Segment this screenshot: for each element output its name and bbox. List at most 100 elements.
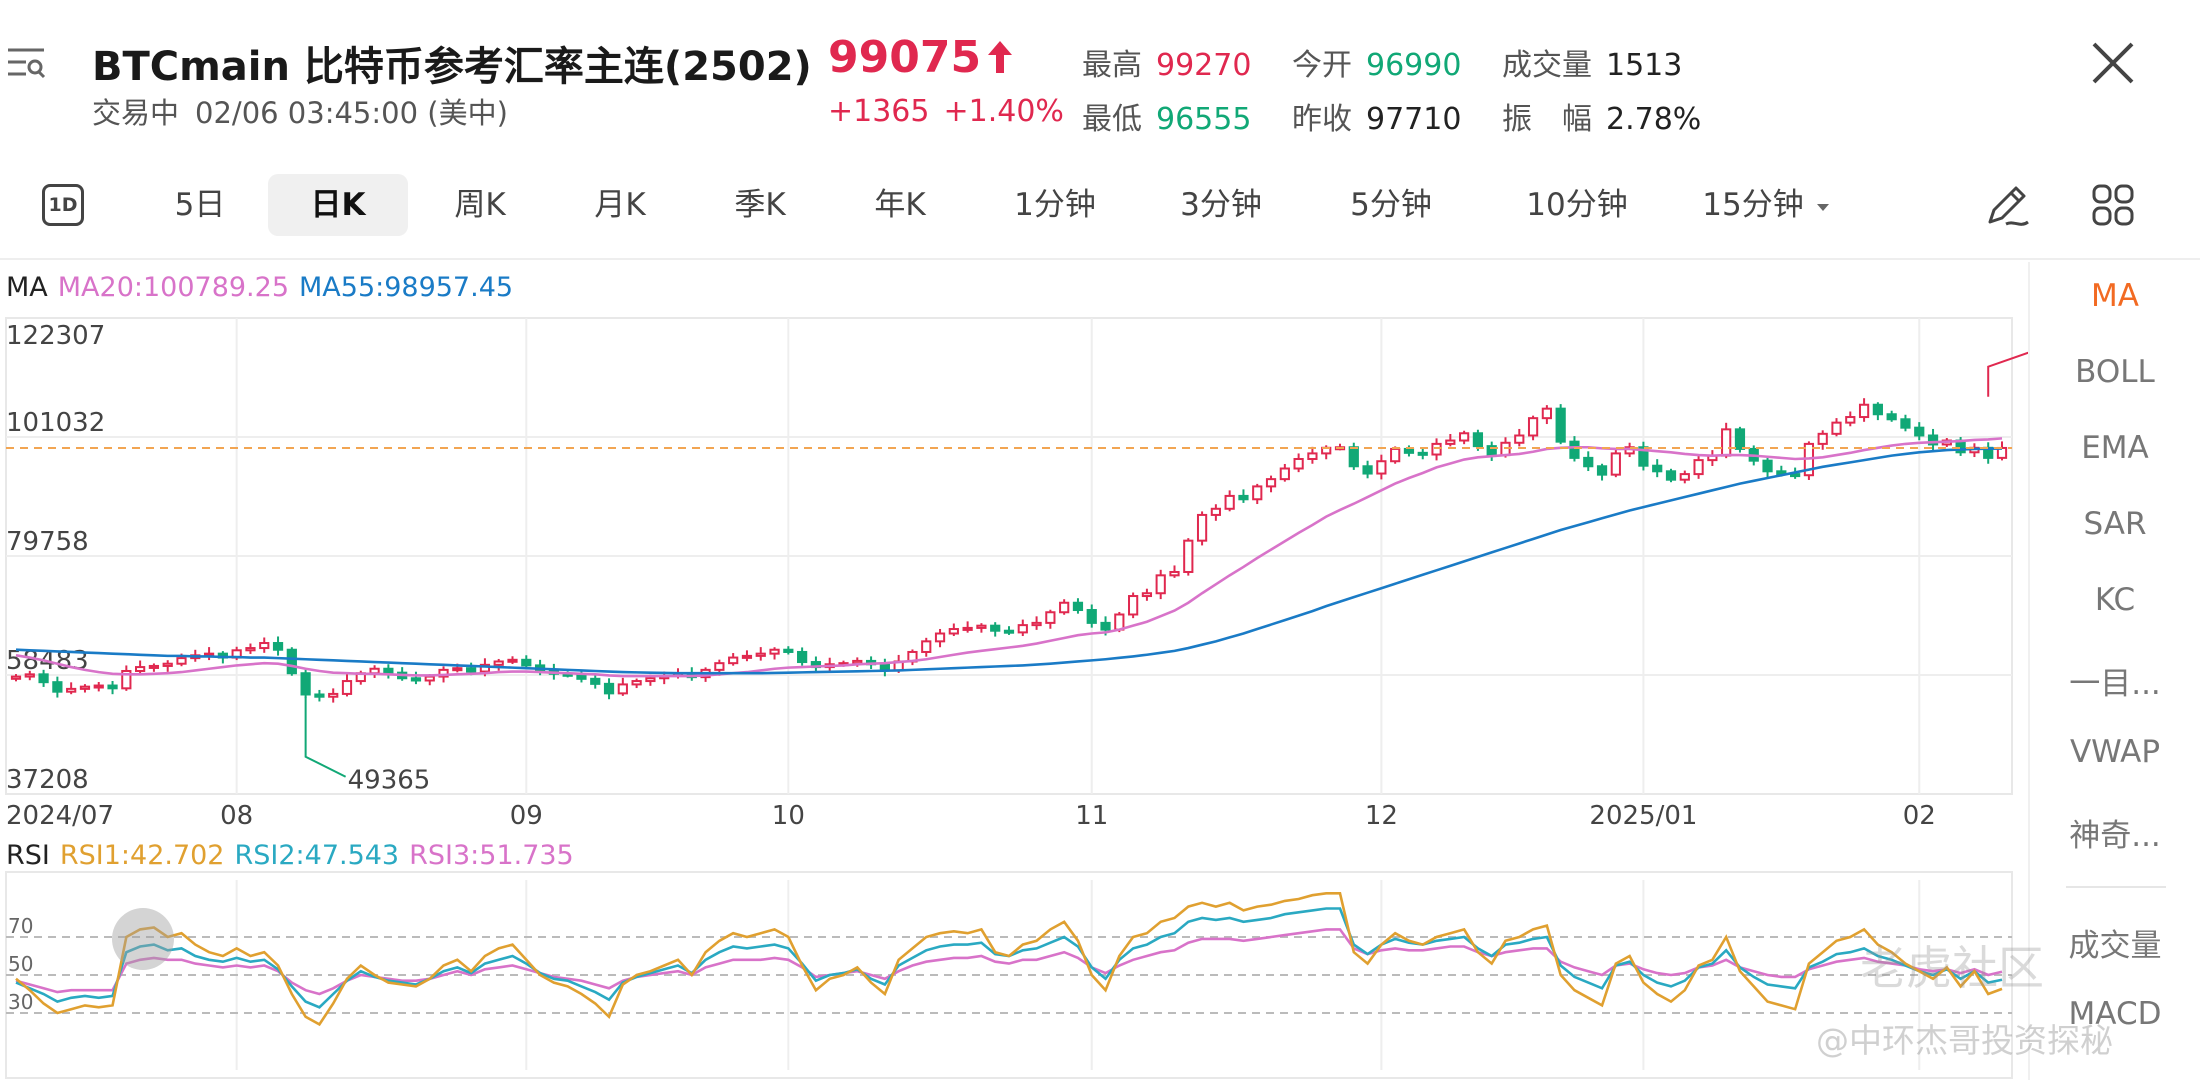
stat-open: 今开 96990 (1292, 40, 1461, 84)
candle-down (1417, 451, 1428, 456)
candle-up (1196, 513, 1208, 542)
x-tick-label: 2025/01 (1589, 801, 1697, 831)
stat-value: 1513 (1606, 48, 1683, 83)
candle-up (259, 642, 270, 650)
indicator-sar[interactable]: SAR (2083, 506, 2147, 542)
candle-down (1003, 629, 1015, 634)
candle-up (438, 668, 449, 678)
candle-up (948, 628, 959, 635)
tab-weekly-k[interactable]: 周K (454, 187, 506, 223)
pencil-draw-icon[interactable] (1980, 178, 2034, 232)
candle-up (921, 640, 932, 653)
candle-up (1293, 457, 1304, 470)
tab-monthly-k[interactable]: 月K (594, 187, 646, 223)
tab-yearly-k[interactable]: 年K (874, 187, 926, 223)
stat-label: 昨收 (1292, 102, 1352, 137)
indicator-magic[interactable]: 神奇... (2069, 818, 2161, 854)
candle-up (1679, 473, 1690, 481)
tab-5min[interactable]: 5分钟 (1350, 187, 1432, 223)
indicator-ema[interactable]: EMA (2081, 430, 2149, 466)
intraday-1d-icon[interactable]: 1D (42, 184, 84, 226)
candle-down (1100, 621, 1111, 631)
candle-up (493, 660, 504, 666)
close-icon[interactable] (2088, 38, 2138, 88)
indicator-volume[interactable]: 成交量 (2068, 928, 2162, 964)
indicator-macd[interactable]: MACD (2068, 996, 2162, 1032)
candle-up (852, 659, 863, 665)
candle-up (66, 687, 77, 693)
tab-3min[interactable]: 3分钟 (1180, 187, 1262, 223)
candle-down (286, 648, 297, 675)
low-annotation-leader (304, 696, 347, 778)
rsi-level-label: 70 (8, 914, 33, 938)
rsi-level-label: 50 (8, 952, 33, 976)
stat-amplitude: 振 幅 2.78% (1502, 94, 1701, 138)
candle-down (1472, 432, 1484, 448)
tab-5d[interactable]: 5日 (174, 187, 226, 223)
candle-down (1348, 446, 1359, 468)
stat-label: 最高 (1082, 48, 1142, 83)
candle-up (135, 666, 146, 672)
sidebar-divider (2066, 886, 2166, 888)
candle-up (424, 675, 435, 682)
grid-layout-icon[interactable] (2086, 178, 2140, 232)
menu-list-icon[interactable] (4, 42, 48, 82)
candle-up (1390, 447, 1401, 463)
candle-down (1638, 446, 1649, 467)
candle-down (1238, 494, 1249, 501)
tab-daily-k[interactable]: 日K (268, 174, 408, 236)
tab-1min[interactable]: 1分钟 (1014, 187, 1096, 223)
rsi-level-label: 30 (8, 990, 33, 1014)
candle-up (1541, 407, 1552, 420)
price-change: +1365 +1.40% (828, 94, 1078, 129)
ma55-value: MA55:98957.45 (299, 272, 514, 303)
candle-up (962, 626, 973, 631)
candle-up (769, 648, 780, 655)
stat-volume: 成交量 1513 (1502, 40, 1682, 84)
candle-up (1514, 434, 1525, 444)
candle-up (617, 683, 628, 695)
low-annotation-label: 49365 (348, 766, 431, 796)
last-price-value: 99075 (828, 32, 982, 83)
candle-down (1734, 428, 1746, 450)
watermark-author: @中环杰哥投资探秘 (1816, 1021, 2113, 1060)
candle-down (1762, 459, 1773, 473)
candle-down (38, 673, 49, 684)
y-tick-label: 37208 (6, 765, 89, 795)
candle-down (1555, 407, 1566, 443)
quote-datetime: 02/06 03:45:00 (美中) (195, 96, 508, 130)
high-annotation-leader (1987, 351, 2028, 397)
tab-10min[interactable]: 10分钟 (1526, 187, 1628, 223)
x-tick-label: 10 (772, 801, 805, 831)
tab-quarterly-k[interactable]: 季K (734, 187, 786, 223)
candle-up (93, 684, 104, 689)
candle-up (1155, 574, 1166, 595)
rsi-legend-label: RSI (6, 840, 50, 871)
last-price: 99075 (828, 32, 1015, 83)
candle-up (934, 632, 946, 643)
candle-down (383, 667, 394, 674)
candle-down (1665, 470, 1677, 481)
candle-up (741, 654, 753, 659)
stat-value: 96555 (1156, 102, 1252, 137)
indicator-kc[interactable]: KC (2094, 582, 2136, 618)
floating-action-button[interactable] (112, 908, 174, 970)
indicator-vwap[interactable]: VWAP (2069, 734, 2161, 770)
candle-up (341, 680, 353, 695)
candle-down (314, 693, 325, 698)
candle-up (728, 656, 739, 665)
rsi1-line (15, 891, 2003, 1027)
stat-value: 2.78% (1606, 102, 1702, 137)
candle-down (1072, 601, 1084, 612)
candle-up (1114, 613, 1125, 631)
candle-up (1059, 601, 1070, 614)
indicator-ichimoku[interactable]: 一目... (2069, 666, 2161, 702)
instrument-title: BTCmain 比特币参考汇率主连(2502) (92, 44, 812, 90)
tab-15min-dropdown[interactable]: 15分钟 (1688, 174, 1848, 236)
indicator-boll[interactable]: BOLL (2075, 354, 2155, 390)
indicator-ma[interactable]: MA (2091, 278, 2139, 314)
price-change-pct: +1.40% (943, 94, 1064, 129)
caret-down-icon (1816, 203, 1829, 211)
